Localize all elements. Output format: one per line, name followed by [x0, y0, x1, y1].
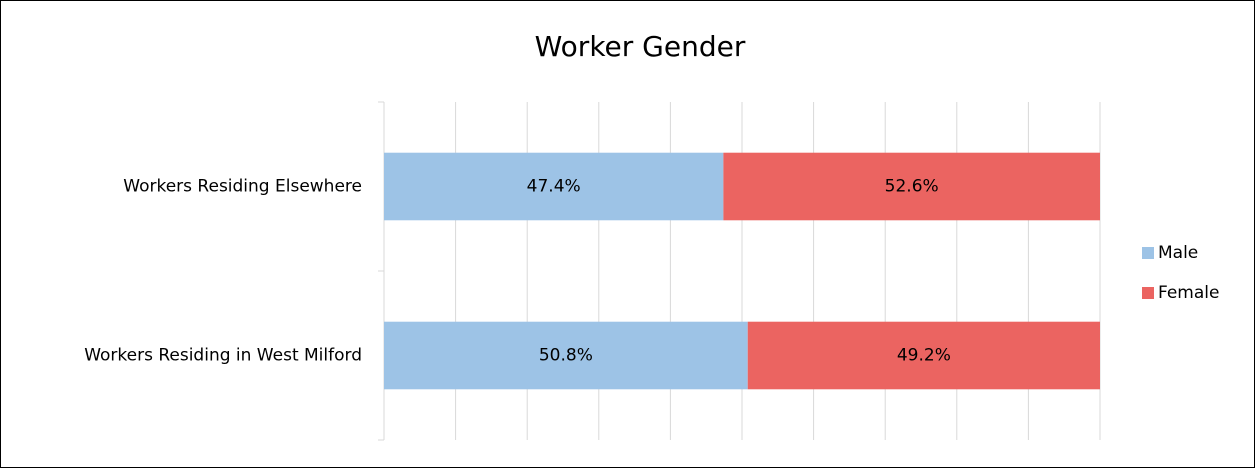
bar-segment	[384, 321, 748, 390]
value-label: 49.2%	[897, 346, 951, 366]
y-tick-label: Workers Residing Elsewhere	[123, 177, 362, 197]
legend-label: Male	[1158, 243, 1198, 263]
bar-segment	[723, 152, 1100, 221]
legend-swatch	[1142, 247, 1154, 259]
y-tick-label: Workers Residing in West Milford	[84, 346, 362, 366]
value-label: 47.4%	[527, 177, 581, 197]
chart-title: Worker Gender	[535, 30, 746, 63]
value-label: 50.8%	[539, 346, 593, 366]
legend-label: Female	[1158, 283, 1219, 303]
bar-segment	[747, 321, 1100, 390]
bar-segment	[384, 152, 724, 221]
value-label: 52.6%	[885, 177, 939, 197]
legend-swatch	[1142, 287, 1154, 299]
